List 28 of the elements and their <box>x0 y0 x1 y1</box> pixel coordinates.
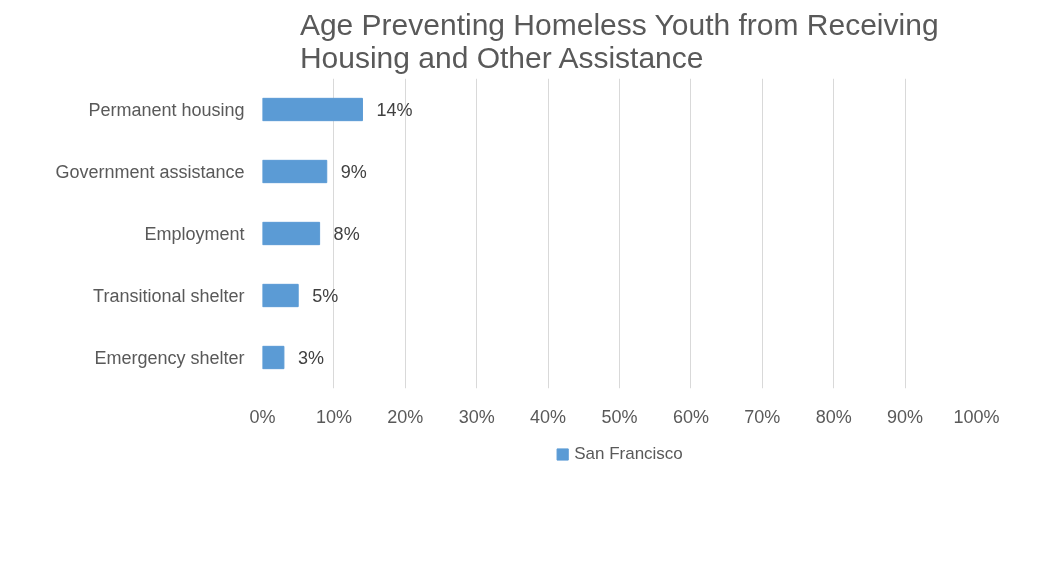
x-tick-label: 0% <box>249 406 276 427</box>
bar <box>262 97 363 122</box>
x-tick-label: 20% <box>387 406 424 427</box>
x-tick-label: 80% <box>815 406 852 427</box>
x-tick-label: 60% <box>672 406 709 427</box>
x-tick-label: 40% <box>530 406 567 427</box>
data-label: 8% <box>333 223 360 244</box>
data-label: 3% <box>297 347 324 368</box>
x-tick-label: 10% <box>315 406 352 427</box>
y-tick-label: Transitional shelter <box>93 285 245 306</box>
x-tick-label: 100% <box>953 406 1000 427</box>
y-tick-label: Emergency shelter <box>94 347 245 368</box>
y-tick-label: Government assistance <box>55 161 245 182</box>
legend-label: San Francisco <box>574 444 683 464</box>
x-tick-label: 90% <box>887 406 924 427</box>
bar <box>262 221 321 246</box>
bar <box>262 159 328 184</box>
data-label: 14% <box>376 99 413 120</box>
bar <box>262 345 285 370</box>
data-label: 5% <box>312 285 339 306</box>
y-tick-label: Permanent housing <box>88 99 245 120</box>
x-tick-label: 30% <box>458 406 495 427</box>
data-label: 9% <box>340 161 367 182</box>
chart-title: Age Preventing Homeless Youth from Receiving Housing and Other Assistance <box>299 7 939 74</box>
y-tick-label: Employment <box>144 223 245 244</box>
bar <box>262 283 299 308</box>
x-tick-label: 70% <box>744 406 781 427</box>
x-tick-label: 50% <box>601 406 638 427</box>
